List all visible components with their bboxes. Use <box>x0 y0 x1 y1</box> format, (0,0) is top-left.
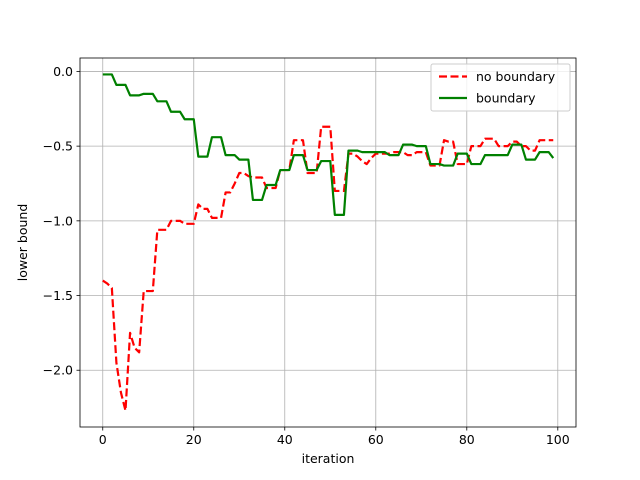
y-tick-label: −0.5 <box>43 139 73 154</box>
legend-label-no-boundary: no boundary <box>476 69 556 84</box>
series-layer <box>102 73 555 412</box>
y-axis-label: lower bound <box>15 204 30 282</box>
plot-frame <box>79 57 577 428</box>
y-tick-label: −1.5 <box>43 288 73 303</box>
grid <box>80 58 576 427</box>
y-axis-ticks: 0.0 −0.5 −1.0 −1.5 −2.0 <box>43 64 80 378</box>
x-tick-label: 20 <box>186 432 202 447</box>
y-tick-label: −1.0 <box>43 213 73 228</box>
y-tick-label: 0.0 <box>53 64 73 79</box>
x-tick-label: 40 <box>277 432 293 447</box>
series-line-no-boundary <box>102 125 554 412</box>
series-line-boundary <box>102 73 555 216</box>
x-axis-ticks: 0 20 40 60 80 100 <box>99 427 570 447</box>
x-tick-label: 80 <box>459 432 475 447</box>
y-tick-label: −2.0 <box>43 363 73 378</box>
x-tick-label: 100 <box>546 432 570 447</box>
x-tick-label: 0 <box>99 432 107 447</box>
legend: no boundary boundary <box>430 63 571 112</box>
x-tick-label: 60 <box>368 432 384 447</box>
legend-label-boundary: boundary <box>476 91 536 106</box>
x-axis-label: iteration <box>302 451 355 466</box>
